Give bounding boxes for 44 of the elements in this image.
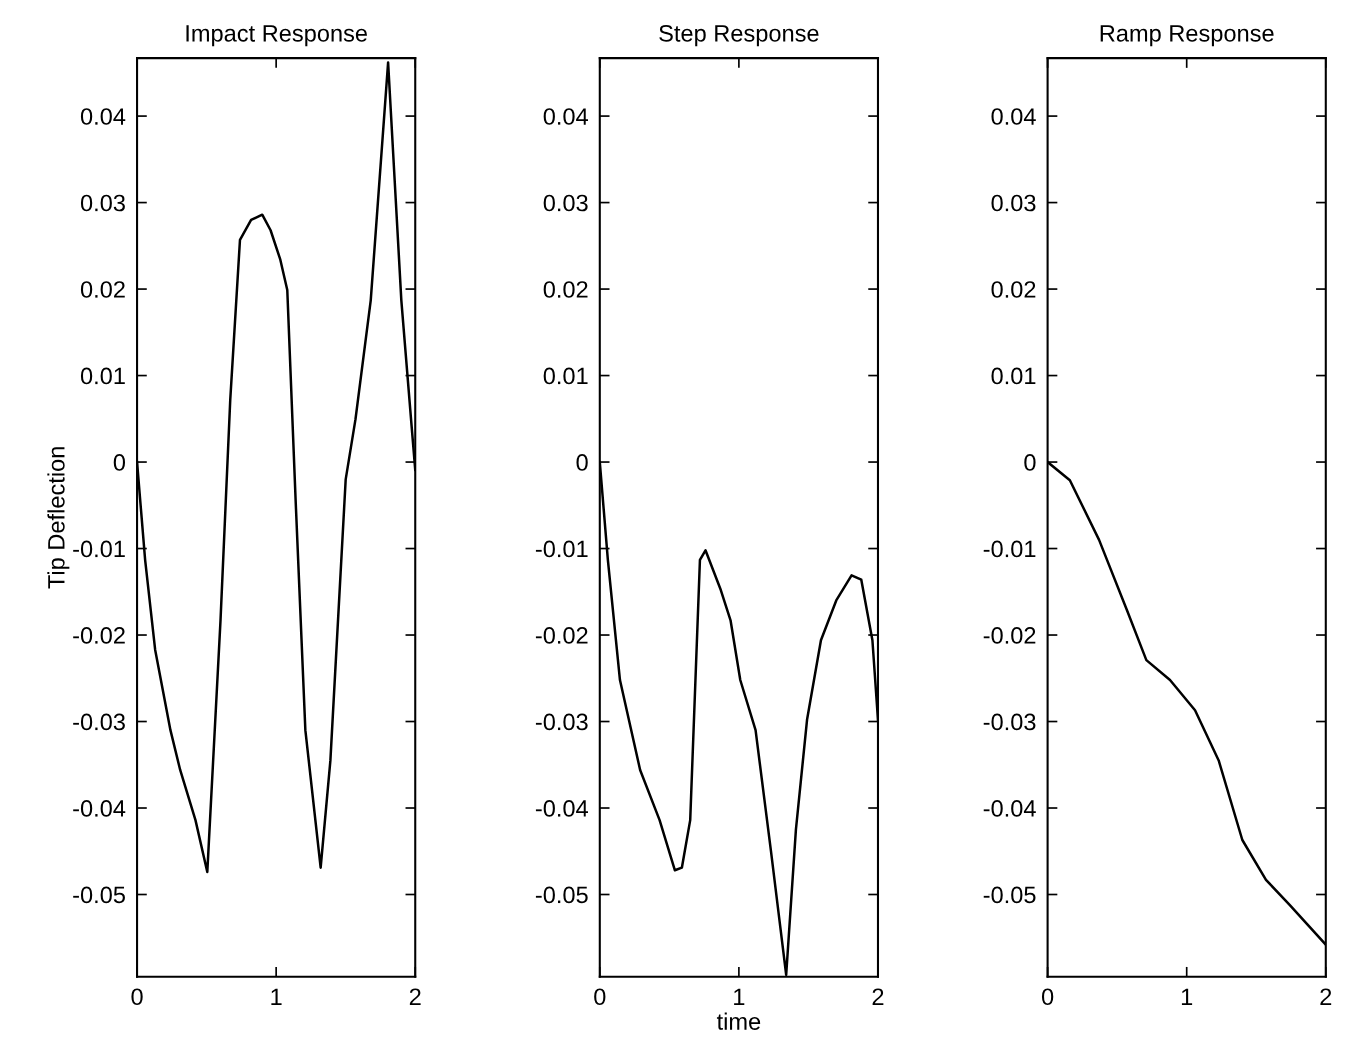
x-axis-title: time	[716, 1012, 761, 1030]
y-tick-label: 0.03	[543, 194, 588, 212]
x-tick-label: 2	[1320, 988, 1332, 1005]
x-tick-label: 1	[271, 988, 282, 1005]
y-tick-label: -0.05	[983, 886, 1036, 904]
x-tick-label: 2	[409, 988, 421, 1005]
y-tick-label: 0.03	[80, 194, 125, 212]
y-tick-label: -0.04	[983, 800, 1036, 817]
y-tick-label: -0.03	[73, 713, 125, 731]
y-tick-label: 0.04	[80, 108, 126, 125]
y-tick-label: 0.01	[991, 367, 1036, 385]
y-tick-label: 0.01	[543, 367, 588, 385]
y-tick-label: -0.02	[73, 627, 125, 644]
y-tick-label: 0	[576, 454, 588, 471]
y-tick-label: -0.01	[73, 540, 125, 558]
y-tick-label: -0.03	[535, 713, 588, 731]
x-tick-label: 0	[131, 988, 143, 1006]
y-tick-label: 0.02	[543, 281, 588, 298]
y-tick-label: -0.05	[535, 886, 588, 904]
y-axis-title: Tip Deflection	[47, 447, 70, 589]
y-tick-label: 0	[113, 454, 126, 471]
y-tick-label: -0.04	[73, 800, 126, 817]
chart-title: Impact Response	[186, 25, 367, 47]
x-tick-label: 1	[1181, 988, 1193, 1005]
y-tick-label: 0.04	[543, 108, 588, 125]
y-tick-label: 0.04	[991, 108, 1036, 125]
x-tick-label: 1	[734, 988, 745, 1005]
y-tick-label: -0.04	[535, 800, 588, 817]
y-tick-label: -0.01	[535, 540, 588, 558]
y-tick-label: 0	[1024, 454, 1036, 471]
chart-title: Step Response	[659, 24, 819, 47]
y-tick-label: -0.01	[983, 540, 1036, 558]
y-tick-label: 0.02	[80, 281, 125, 298]
chart-title: Ramp Response	[1100, 25, 1274, 47]
y-tick-label: 0.02	[991, 281, 1036, 298]
x-tick-label: 0	[594, 988, 606, 1006]
y-tick-label: -0.03	[983, 713, 1036, 731]
y-tick-label: -0.05	[73, 886, 125, 904]
y-tick-label: 0.03	[991, 194, 1036, 212]
y-tick-label: -0.02	[535, 627, 588, 644]
x-tick-label: 2	[872, 988, 884, 1005]
x-tick-label: 0	[1041, 988, 1054, 1006]
y-tick-label: -0.02	[983, 627, 1036, 644]
y-tick-label: 0.01	[80, 367, 125, 385]
